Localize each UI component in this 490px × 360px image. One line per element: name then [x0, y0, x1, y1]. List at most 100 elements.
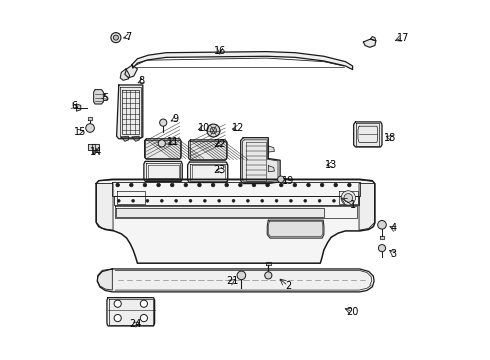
Polygon shape [116, 208, 324, 217]
Polygon shape [92, 144, 95, 153]
Circle shape [117, 199, 120, 202]
Polygon shape [144, 161, 182, 181]
Circle shape [318, 199, 321, 202]
Text: 11: 11 [167, 138, 179, 147]
Circle shape [275, 199, 278, 202]
Circle shape [239, 183, 242, 187]
Polygon shape [120, 69, 129, 80]
Circle shape [278, 176, 284, 183]
Polygon shape [117, 85, 143, 139]
Polygon shape [88, 117, 92, 120]
Polygon shape [359, 184, 375, 230]
Circle shape [290, 199, 293, 202]
Circle shape [293, 183, 296, 187]
Circle shape [143, 183, 147, 187]
Circle shape [140, 315, 147, 321]
Text: 21: 21 [226, 276, 239, 286]
Polygon shape [97, 269, 112, 290]
Circle shape [114, 315, 122, 321]
Text: 12: 12 [232, 123, 244, 133]
Circle shape [160, 199, 163, 202]
Polygon shape [145, 139, 181, 159]
Circle shape [347, 183, 351, 187]
Text: 18: 18 [384, 133, 396, 143]
Polygon shape [132, 51, 353, 69]
Circle shape [210, 127, 217, 134]
Circle shape [378, 244, 386, 252]
Polygon shape [364, 39, 376, 47]
Circle shape [225, 183, 228, 187]
Circle shape [246, 199, 249, 202]
Text: 22: 22 [214, 139, 226, 149]
Circle shape [184, 183, 188, 187]
Polygon shape [132, 136, 139, 141]
Polygon shape [354, 122, 382, 147]
Circle shape [307, 183, 310, 187]
Text: 17: 17 [396, 33, 409, 42]
Text: 10: 10 [197, 123, 210, 133]
Text: 20: 20 [346, 307, 359, 316]
Circle shape [378, 221, 386, 229]
Text: 8: 8 [138, 76, 144, 86]
Circle shape [203, 199, 206, 202]
Circle shape [279, 183, 283, 187]
Polygon shape [125, 65, 137, 78]
Polygon shape [94, 90, 103, 104]
Circle shape [129, 183, 133, 187]
Polygon shape [269, 166, 274, 172]
Circle shape [261, 199, 264, 202]
Circle shape [207, 124, 220, 137]
Circle shape [344, 194, 353, 202]
Circle shape [265, 272, 272, 279]
Circle shape [189, 199, 192, 202]
Text: 4: 4 [391, 224, 397, 233]
Text: 6: 6 [72, 102, 78, 112]
Circle shape [304, 199, 307, 202]
Circle shape [132, 199, 135, 202]
Text: 16: 16 [214, 46, 226, 56]
Circle shape [197, 183, 201, 187]
Text: 19: 19 [282, 176, 294, 186]
Text: 9: 9 [172, 114, 178, 124]
Circle shape [266, 183, 270, 187]
Circle shape [218, 199, 220, 202]
Circle shape [157, 183, 160, 187]
Polygon shape [188, 162, 228, 183]
Polygon shape [76, 104, 81, 111]
Polygon shape [370, 37, 376, 41]
Circle shape [341, 191, 355, 205]
Circle shape [113, 35, 119, 40]
Circle shape [140, 300, 147, 307]
Polygon shape [189, 140, 227, 160]
Circle shape [158, 140, 166, 147]
Circle shape [347, 199, 350, 202]
Circle shape [146, 199, 149, 202]
Circle shape [237, 271, 245, 280]
Text: 23: 23 [214, 165, 226, 175]
Circle shape [333, 199, 335, 202]
Polygon shape [266, 262, 271, 265]
Polygon shape [122, 136, 128, 141]
Polygon shape [241, 138, 280, 184]
Text: 7: 7 [125, 32, 132, 41]
Polygon shape [269, 146, 274, 152]
Circle shape [334, 183, 338, 187]
Polygon shape [96, 184, 113, 230]
Circle shape [111, 33, 121, 42]
Polygon shape [267, 220, 324, 238]
Polygon shape [88, 144, 98, 150]
Text: 3: 3 [391, 248, 397, 258]
Polygon shape [96, 179, 375, 263]
Polygon shape [107, 298, 155, 326]
Text: 14: 14 [90, 147, 102, 157]
Text: 2: 2 [285, 281, 291, 291]
Text: 5: 5 [102, 93, 108, 103]
Polygon shape [97, 269, 374, 292]
Circle shape [232, 199, 235, 202]
Text: 24: 24 [129, 319, 142, 329]
Circle shape [211, 183, 215, 187]
Circle shape [116, 183, 120, 187]
Circle shape [320, 183, 324, 187]
Circle shape [175, 199, 177, 202]
Text: 1: 1 [349, 200, 356, 210]
